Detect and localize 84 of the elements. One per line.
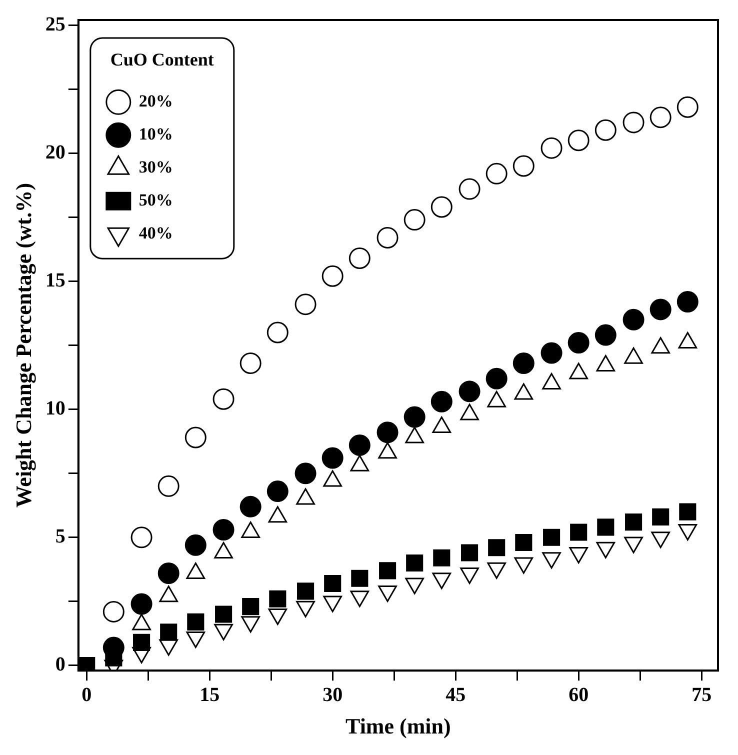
point [568,130,590,152]
point [240,496,262,518]
point [676,291,698,313]
y-tick-label: 10 [45,398,66,420]
point [187,613,204,630]
point [568,332,590,354]
point [184,426,206,448]
x-tick-label: 0 [82,684,92,706]
point [324,574,342,592]
point [322,447,344,469]
point [540,342,562,364]
point [430,390,452,412]
point [594,324,616,346]
point [379,562,396,580]
point [212,518,234,540]
point [184,534,206,556]
point [212,388,234,410]
point [376,422,398,444]
point [543,528,560,546]
y-tick-label: 25 [45,13,66,36]
point [348,247,370,269]
point [158,562,180,584]
legend-label: 30% [138,157,173,176]
point [294,462,316,484]
point [540,137,562,159]
point [404,209,426,231]
legend-label: 50% [138,190,173,210]
point [406,554,424,572]
point [133,634,150,651]
y-tick-label: 15 [45,269,66,292]
point [486,162,508,184]
point [215,606,232,623]
point [650,298,672,320]
point [652,508,670,526]
legend-label: 40% [138,223,173,242]
x-axis-title: Time (min) [346,713,451,738]
point [266,322,288,344]
point [158,475,180,497]
point [597,518,614,536]
point [512,155,534,177]
point [512,352,534,374]
legend-title: CuO Content [110,50,214,70]
point [294,294,316,316]
point [240,352,262,374]
point [269,590,286,608]
point [488,539,506,556]
point [622,112,644,134]
point [679,503,696,520]
x-tick-label: 30 [322,684,343,706]
point [458,380,480,402]
point [622,308,644,330]
point [515,534,532,552]
point [430,196,452,218]
point [458,178,480,200]
point [676,96,698,118]
point [351,570,368,587]
point [570,524,588,541]
point [650,106,672,128]
legend-label: 10% [138,124,173,144]
point [376,226,398,248]
point [433,549,450,566]
x-tick-label: 60 [568,684,589,706]
point [102,600,124,622]
y-tick-label: 5 [55,526,66,548]
point [297,582,314,600]
point [130,593,152,615]
point [242,598,260,616]
x-tick-label: 75 [692,684,712,706]
x-tick-label: 15 [200,684,220,706]
y-tick-label: 20 [45,141,66,164]
point [130,526,152,548]
point [160,624,178,641]
y-tick-label: 0 [55,654,66,676]
point [322,265,344,287]
point [266,480,288,502]
point [486,368,508,390]
y-axis-title: Weight Change Percentage (wt.%) [10,182,36,508]
point [594,119,616,141]
point [404,406,426,428]
x-tick-label: 45 [446,684,466,706]
point [348,434,370,456]
point [461,544,478,562]
legend-label: 20% [138,91,173,110]
point [625,514,642,531]
